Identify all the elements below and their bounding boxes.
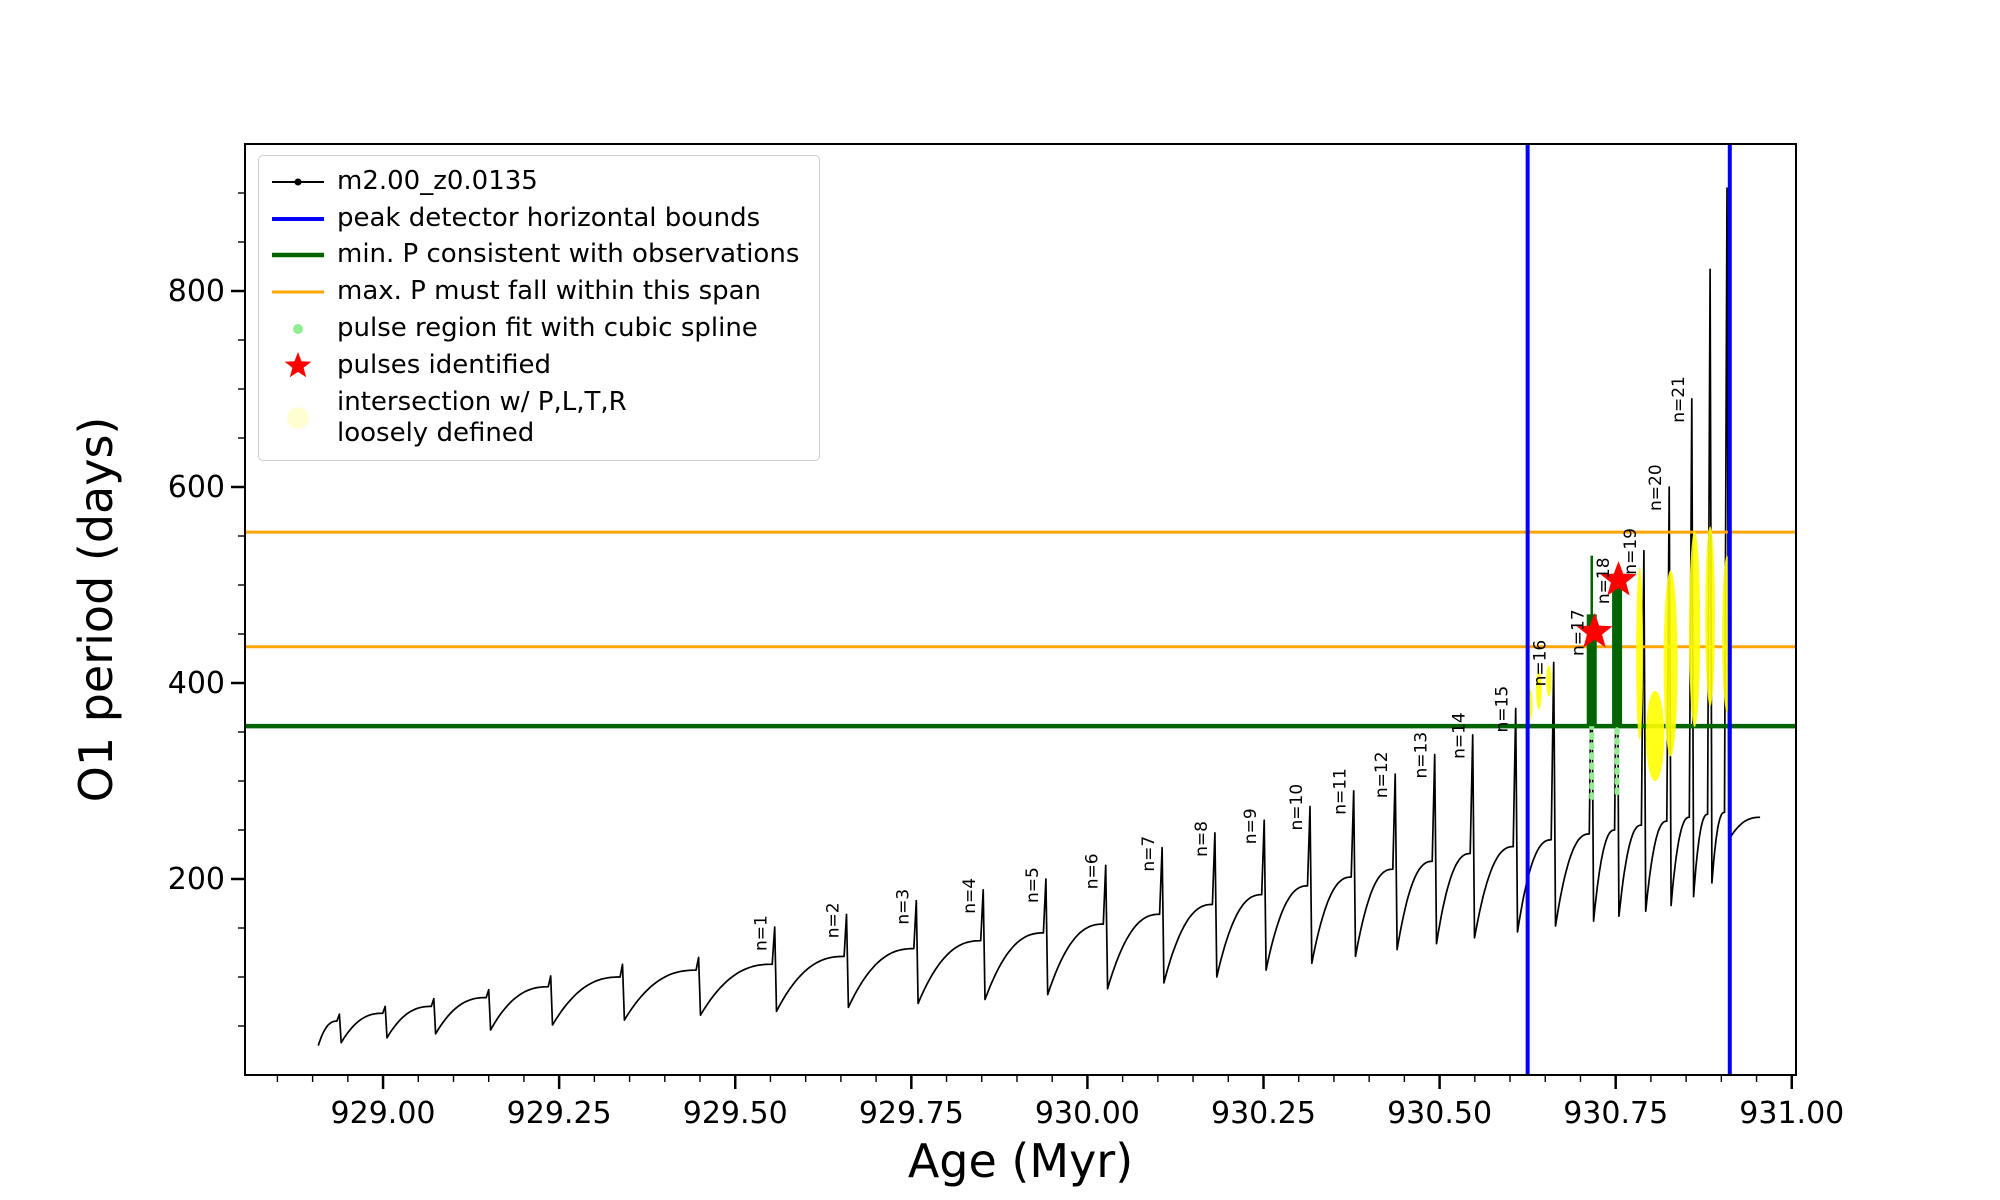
pulse-label: n=17 xyxy=(1569,609,1589,656)
legend-label-max-p: max. P must fall within this span xyxy=(337,276,762,307)
legend-item-min-p: min. P consistent with observations xyxy=(269,239,799,271)
intersection-region xyxy=(1636,567,1644,740)
lightgreen-dot-icon xyxy=(269,314,327,344)
series-curve xyxy=(317,187,1761,1046)
series-dot-marker xyxy=(294,178,302,186)
x-tick-label: 930.75 xyxy=(1563,1096,1668,1131)
pulse-label: n=16 xyxy=(1531,640,1551,687)
pulse-star xyxy=(1576,613,1613,648)
intersection-region xyxy=(1645,690,1665,782)
legend-label-peak-bounds: peak detector horizontal bounds xyxy=(337,202,761,233)
pulse-label: n=9 xyxy=(1241,808,1261,844)
legend-item-max-p: max. P must fall within this span xyxy=(269,276,799,308)
x-tick-label: 929.75 xyxy=(859,1096,964,1131)
pulse-label: n=11 xyxy=(1331,768,1351,815)
intersection-region xyxy=(1536,670,1542,710)
pulse-label: n=5 xyxy=(1023,867,1043,903)
pulse-label: n=15 xyxy=(1493,686,1513,733)
pulse-label: n=19 xyxy=(1621,528,1641,575)
blue-line-icon xyxy=(269,204,327,234)
legend-label-min-p: min. P consistent with observations xyxy=(337,239,800,270)
y-tick-label: 800 xyxy=(168,274,225,309)
pulse-label: n=7 xyxy=(1139,836,1159,872)
x-tick-label: 929.00 xyxy=(331,1096,436,1131)
intersection-region xyxy=(1663,570,1678,757)
pulse-star-marker xyxy=(284,351,312,377)
x-axis-label: Age (Myr) xyxy=(908,1134,1133,1188)
y-tick-label: 600 xyxy=(168,470,225,505)
intersection-region xyxy=(1705,526,1715,707)
legend-item-peak-bounds: peak detector horizontal bounds xyxy=(269,203,799,235)
pulse-label: n=3 xyxy=(893,889,913,925)
pulse-label: n=8 xyxy=(1192,821,1212,857)
y-axis-label: O1 period (days) xyxy=(69,417,123,803)
pulse-label: n=4 xyxy=(960,878,980,914)
pulse-label: n=18 xyxy=(1594,557,1614,604)
legend-item-spline-fit: pulse region fit with cubic spline xyxy=(269,313,799,345)
orange-line-icon xyxy=(269,277,327,307)
y-tick-label: 400 xyxy=(168,666,225,701)
legend-label-spline-fit: pulse region fit with cubic spline xyxy=(337,312,758,343)
legend-label-intersection: intersection w/ P,L,T,R loosely defined xyxy=(337,386,627,449)
x-tick-label: 929.50 xyxy=(683,1096,788,1131)
y-tick-label: 200 xyxy=(168,862,225,897)
x-tick-label: 930.25 xyxy=(1211,1096,1316,1131)
pulse-label: n=14 xyxy=(1450,712,1470,759)
legend-label-series: m2.00_z0.0135 xyxy=(337,166,538,196)
x-tick-label: 930.50 xyxy=(1387,1096,1492,1131)
pulse-label: n=12 xyxy=(1372,751,1392,798)
red-star-icon xyxy=(269,350,327,382)
x-tick-label: 929.25 xyxy=(507,1096,612,1131)
legend-item-series: m2.00_z0.0135 xyxy=(269,166,799,198)
legend: m2.00_z0.0135 peak detector horizontal b… xyxy=(258,155,821,462)
legend-item-pulses: pulses identified xyxy=(269,350,799,382)
x-tick-label: 931.00 xyxy=(1739,1096,1844,1131)
intersection-region xyxy=(1689,531,1701,728)
axes-frame xyxy=(244,143,1797,1076)
pulse-star xyxy=(1600,561,1637,596)
green-line-icon xyxy=(269,240,327,270)
spline-fit-dot-marker xyxy=(293,323,303,334)
series-line-dot-icon xyxy=(269,167,327,197)
pulse-label: n=1 xyxy=(752,915,772,951)
plot-area: n=1 n=2 n=3 n=4 n=5 n=6 n=7 n=8 n=9 n=10 n=11 n=12 n… xyxy=(245,144,1796,1075)
pulse-label: n=2 xyxy=(824,902,844,938)
pulse-label: n=10 xyxy=(1287,784,1307,831)
intersection-dot-marker xyxy=(287,407,309,430)
pulse-label: n=13 xyxy=(1412,732,1432,779)
pulse-label: n=21 xyxy=(1669,376,1689,423)
legend-item-intersection: intersection w/ P,L,T,R loosely defined xyxy=(269,387,799,450)
yellow-dot-icon xyxy=(269,401,327,435)
pulse-label: n=6 xyxy=(1083,853,1103,889)
x-tick-label: 930.00 xyxy=(1035,1096,1140,1131)
pulse-label: n=20 xyxy=(1646,464,1666,511)
intersection-region xyxy=(1546,665,1552,697)
legend-label-pulses: pulses identified xyxy=(337,349,552,380)
